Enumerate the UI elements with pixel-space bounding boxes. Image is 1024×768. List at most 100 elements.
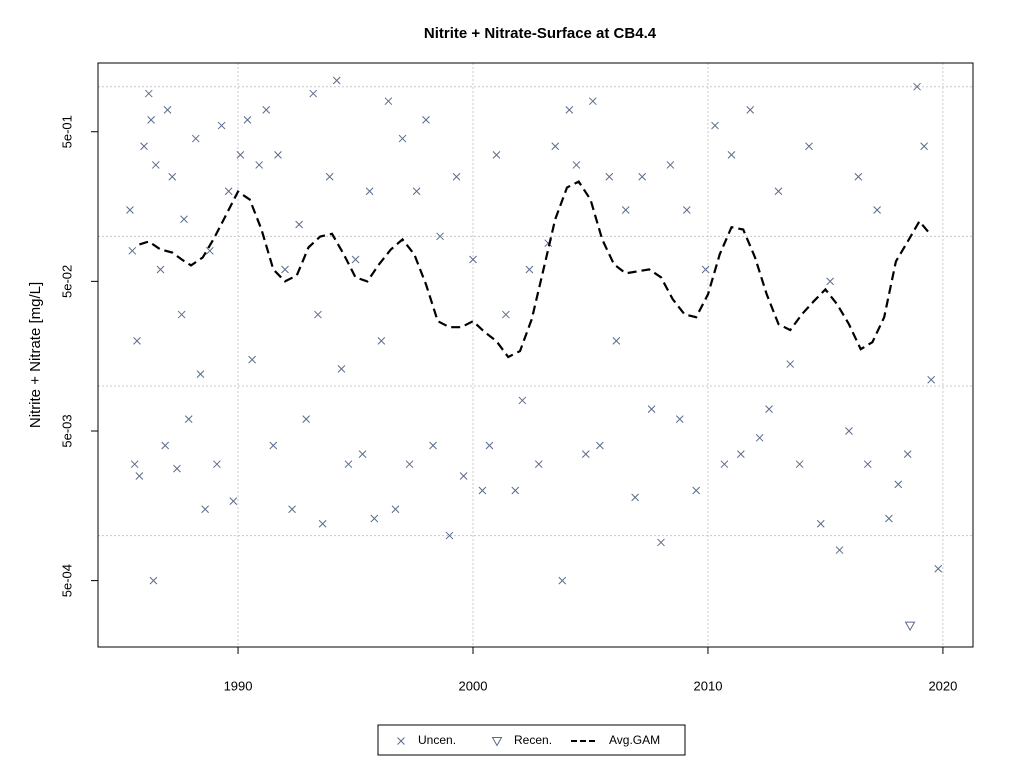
point-x-stroke: [224, 187, 233, 196]
point-x-stroke: [295, 220, 303, 229]
point-x: [262, 106, 271, 114]
point-x: [281, 265, 289, 274]
point-x: [344, 460, 353, 469]
point-x: [682, 206, 691, 214]
point-x-stroke: [854, 172, 863, 181]
point-x-stroke: [525, 265, 534, 274]
point-x-stroke: [551, 142, 560, 151]
point-x: [126, 206, 134, 214]
point-x-stroke: [126, 206, 134, 214]
point-x: [765, 405, 773, 413]
point-x: [755, 433, 764, 442]
point-x-stroke: [173, 464, 181, 473]
point-x-stroke: [229, 497, 238, 505]
point-x-stroke: [786, 360, 795, 368]
point-triangle: [904, 621, 916, 632]
point-x-stroke: [151, 161, 160, 169]
point-x-stroke: [377, 337, 386, 345]
point-x: [885, 514, 893, 523]
point-x: [621, 206, 630, 214]
point-x: [534, 460, 543, 469]
point-x: [295, 220, 303, 229]
point-x: [377, 337, 386, 345]
point-x-stroke: [572, 161, 581, 169]
legend-box: [377, 724, 686, 756]
point-x-stroke: [612, 337, 621, 345]
point-x-stroke: [934, 564, 943, 573]
point-x-stroke: [452, 172, 461, 181]
point-x: [596, 441, 604, 450]
point-x: [274, 151, 282, 159]
point-x: [746, 106, 755, 114]
point-x-stroke: [596, 441, 604, 450]
point-x: [140, 142, 148, 151]
point-x-stroke: [816, 519, 825, 528]
y-tick-label: 5e-02: [59, 265, 74, 298]
point-x-stroke: [351, 255, 360, 264]
point-x: [647, 405, 656, 413]
point-x: [149, 576, 158, 585]
point-x: [638, 172, 647, 181]
point-x: [894, 480, 903, 489]
x-tick-label: 2020: [928, 678, 957, 693]
point-x-stroke: [920, 142, 928, 151]
point-x: [913, 82, 921, 91]
point-x: [459, 472, 468, 480]
point-x-stroke: [692, 486, 701, 495]
point-x-stroke: [666, 161, 675, 169]
point-x: [217, 121, 226, 130]
point-x-stroke: [140, 142, 148, 151]
point-x: [358, 450, 367, 459]
point-x-stroke: [429, 441, 437, 450]
point-x-stroke: [436, 232, 444, 241]
point-x: [612, 337, 621, 345]
point-x: [191, 134, 200, 143]
point-x-stroke: [885, 514, 893, 523]
point-x-stroke: [205, 246, 214, 255]
point-x: [365, 187, 374, 196]
point-x-stroke: [147, 116, 155, 124]
point-x: [412, 187, 421, 196]
point-x: [795, 460, 804, 469]
point-x-stroke: [631, 493, 639, 502]
point-x-stroke: [701, 265, 710, 274]
x-tick-label: 2000: [459, 678, 488, 693]
point-x: [201, 505, 209, 514]
point-x: [269, 441, 278, 450]
point-x-stroke: [588, 97, 597, 106]
point-x-stroke: [621, 206, 630, 214]
point-x: [236, 151, 245, 159]
point-x: [657, 538, 665, 547]
point-x: [727, 151, 736, 159]
point-x-stroke: [894, 480, 903, 489]
point-x-stroke: [177, 310, 186, 319]
point-x: [398, 134, 407, 143]
point-x-stroke: [511, 486, 520, 495]
point-x: [826, 277, 834, 286]
point-x: [518, 396, 527, 405]
point-x: [370, 514, 379, 523]
point-x-stroke: [288, 505, 296, 514]
point-x: [397, 737, 405, 745]
point-x-stroke: [903, 450, 912, 459]
point-x: [631, 493, 639, 502]
point-triangle: [491, 737, 503, 747]
point-x: [133, 337, 141, 345]
point-x: [224, 187, 233, 196]
point-x: [177, 310, 186, 319]
point-x-stroke: [144, 89, 153, 98]
point-x: [502, 310, 510, 319]
point-x: [572, 161, 581, 169]
point-x-stroke: [130, 460, 139, 469]
point-x: [405, 460, 414, 469]
point-x-stroke: [675, 415, 684, 423]
point-x: [551, 142, 560, 151]
point-x: [135, 472, 144, 480]
point-x-stroke: [605, 172, 614, 181]
point-x: [429, 441, 437, 450]
point-x: [934, 564, 943, 573]
point-x-stroke: [647, 405, 656, 413]
point-x-stroke: [302, 415, 311, 423]
